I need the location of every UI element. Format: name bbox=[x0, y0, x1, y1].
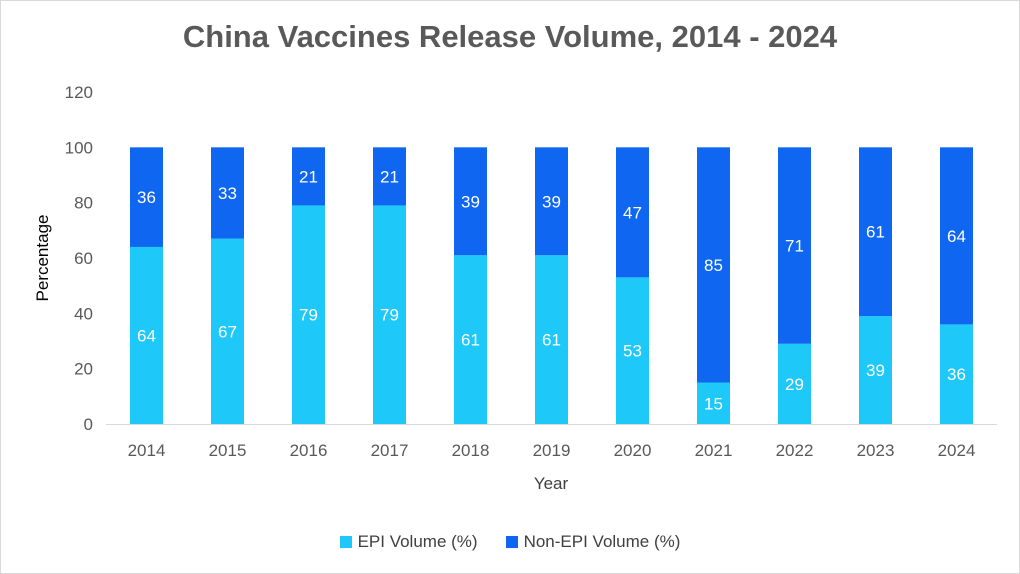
y-tick-label: 20 bbox=[74, 360, 93, 379]
data-label-non-epi: 85 bbox=[704, 256, 723, 275]
legend-label-non-epi: Non-EPI Volume (%) bbox=[523, 532, 681, 551]
y-tick-label: 60 bbox=[74, 249, 93, 268]
bar-epi bbox=[859, 316, 892, 424]
data-label-non-epi: 47 bbox=[623, 203, 642, 222]
y-tick-label: 0 bbox=[84, 415, 93, 434]
x-tick-label: 2021 bbox=[695, 441, 733, 460]
data-label-non-epi: 39 bbox=[542, 192, 561, 211]
x-tick-label: 2014 bbox=[128, 441, 166, 460]
bar-epi bbox=[292, 205, 325, 424]
x-tick-label: 2022 bbox=[776, 441, 814, 460]
bar-non-epi bbox=[859, 147, 892, 317]
bar-non-epi bbox=[778, 147, 811, 344]
legend: EPI Volume (%) Non-EPI Volume (%) bbox=[1, 532, 1019, 552]
x-tick-label: 2020 bbox=[614, 441, 652, 460]
y-tick-label: 40 bbox=[74, 304, 93, 323]
data-label-epi: 39 bbox=[866, 361, 885, 380]
data-label-epi: 15 bbox=[704, 394, 723, 413]
data-label-epi: 36 bbox=[947, 365, 966, 384]
data-label-non-epi: 33 bbox=[218, 184, 237, 203]
legend-item-epi: EPI Volume (%) bbox=[339, 532, 478, 552]
data-label-non-epi: 21 bbox=[299, 167, 318, 186]
x-tick-label: 2016 bbox=[290, 441, 328, 460]
x-tick-label: 2017 bbox=[371, 441, 409, 460]
bar-non-epi bbox=[373, 147, 406, 206]
legend-label-epi: EPI Volume (%) bbox=[357, 532, 478, 551]
bar-epi bbox=[697, 382, 730, 424]
bar-non-epi bbox=[292, 147, 325, 206]
bar-non-epi bbox=[535, 147, 568, 256]
data-label-non-epi: 64 bbox=[947, 227, 966, 246]
data-label-epi: 79 bbox=[299, 306, 318, 325]
x-tick-label: 2015 bbox=[209, 441, 247, 460]
legend-swatch-non-epi bbox=[505, 536, 518, 548]
legend-swatch-epi bbox=[339, 536, 352, 548]
x-tick-label: 2023 bbox=[857, 441, 895, 460]
y-tick-label: 100 bbox=[65, 138, 93, 157]
data-label-epi: 53 bbox=[623, 342, 642, 361]
data-label-epi: 67 bbox=[218, 322, 237, 341]
data-label-epi: 29 bbox=[785, 375, 804, 394]
x-tick-label: 2018 bbox=[452, 441, 490, 460]
data-label-epi: 79 bbox=[380, 306, 399, 325]
bar-non-epi bbox=[454, 147, 487, 256]
x-tick-label: 2019 bbox=[533, 441, 571, 460]
bar-non-epi bbox=[130, 147, 163, 247]
chart-title: China Vaccines Release Volume, 2014 - 20… bbox=[182, 19, 838, 54]
bar-non-epi bbox=[940, 147, 973, 325]
data-label-epi: 64 bbox=[137, 326, 156, 345]
data-label-epi: 61 bbox=[542, 331, 561, 350]
y-tick-label: 120 bbox=[65, 83, 93, 102]
x-axis-label: Year bbox=[533, 474, 569, 493]
bar-epi bbox=[778, 343, 811, 424]
bar-non-epi bbox=[697, 147, 730, 383]
y-tick-label: 80 bbox=[74, 194, 93, 213]
bar-epi bbox=[535, 255, 568, 424]
bar-epi bbox=[211, 238, 244, 424]
bar-non-epi bbox=[211, 147, 244, 239]
bar-epi bbox=[616, 277, 649, 424]
legend-item-non-epi: Non-EPI Volume (%) bbox=[505, 532, 681, 552]
data-label-non-epi: 71 bbox=[785, 237, 804, 256]
data-label-non-epi: 61 bbox=[866, 223, 885, 242]
bar-non-epi bbox=[616, 147, 649, 278]
bar-epi bbox=[373, 205, 406, 424]
x-tick-label: 2024 bbox=[938, 441, 976, 460]
data-label-non-epi: 21 bbox=[380, 167, 399, 186]
data-label-epi: 61 bbox=[461, 331, 480, 350]
bar-epi bbox=[940, 324, 973, 424]
bar-epi bbox=[130, 246, 163, 424]
data-label-non-epi: 36 bbox=[137, 188, 156, 207]
data-label-non-epi: 39 bbox=[461, 192, 480, 211]
y-axis-label: Percentage bbox=[33, 214, 52, 302]
bar-epi bbox=[454, 255, 487, 424]
